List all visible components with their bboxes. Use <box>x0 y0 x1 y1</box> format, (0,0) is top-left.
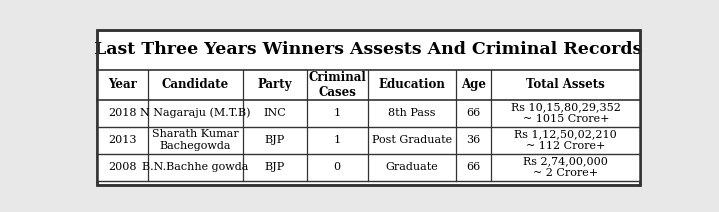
Text: 2013: 2013 <box>108 135 137 145</box>
Text: Rs 1,12,50,02,210
~ 112 Crore+: Rs 1,12,50,02,210 ~ 112 Crore+ <box>514 129 617 151</box>
Text: Age: Age <box>461 78 486 91</box>
Text: Rs 2,74,00,000
~ 2 Crore+: Rs 2,74,00,000 ~ 2 Crore+ <box>523 156 608 178</box>
Text: Post Graduate: Post Graduate <box>372 135 452 145</box>
Text: 8th Pass: 8th Pass <box>388 108 436 118</box>
Text: 36: 36 <box>467 135 481 145</box>
Text: Rs 10,15,80,29,352
~ 1015 Crore+: Rs 10,15,80,29,352 ~ 1015 Crore+ <box>511 102 620 124</box>
Text: INC: INC <box>263 108 286 118</box>
Text: 66: 66 <box>467 162 481 172</box>
Text: Party: Party <box>257 78 292 91</box>
Text: Year: Year <box>108 78 137 91</box>
Text: BJP: BJP <box>265 135 285 145</box>
Bar <box>96 70 641 100</box>
Text: 1: 1 <box>334 135 341 145</box>
Text: Education: Education <box>378 78 445 91</box>
Text: 2018: 2018 <box>108 108 137 118</box>
Text: Sharath Kumar
Bachegowda: Sharath Kumar Bachegowda <box>152 129 239 151</box>
Text: Criminal
Cases: Criminal Cases <box>308 71 366 99</box>
Text: Last Three Years Winners Assests And Criminal Records: Last Three Years Winners Assests And Cri… <box>94 41 643 58</box>
Text: B.N.Bachhe gowda: B.N.Bachhe gowda <box>142 162 249 172</box>
Text: 0: 0 <box>334 162 341 172</box>
Text: BJP: BJP <box>265 162 285 172</box>
Text: 1: 1 <box>334 108 341 118</box>
Bar <box>96 100 641 127</box>
Text: N Nagaraju (M.T.B): N Nagaraju (M.T.B) <box>140 108 251 119</box>
Text: 2008: 2008 <box>108 162 137 172</box>
Bar <box>96 127 641 153</box>
Bar <box>96 153 641 181</box>
Text: 66: 66 <box>467 108 481 118</box>
Text: Graduate: Graduate <box>385 162 438 172</box>
Text: Candidate: Candidate <box>162 78 229 91</box>
Text: Total Assets: Total Assets <box>526 78 605 91</box>
